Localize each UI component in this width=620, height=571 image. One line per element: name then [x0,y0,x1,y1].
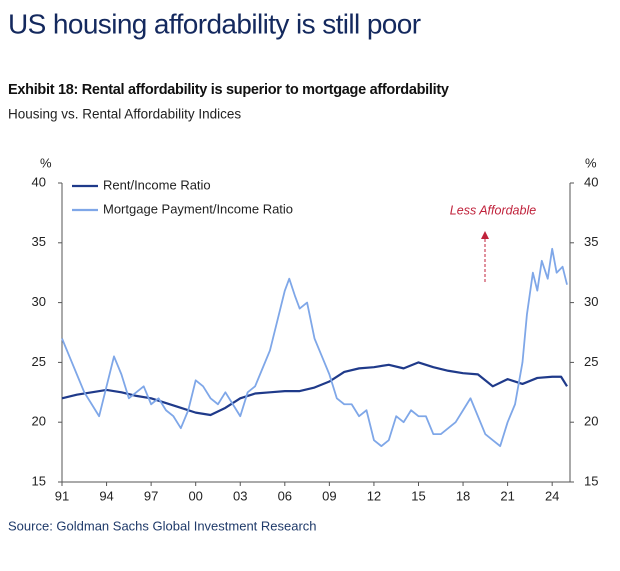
y2-tick-label: 30 [584,294,598,309]
source: Source: Goldman Sachs Global Investment … [8,518,317,533]
y2-unit: % [585,155,597,170]
x-tick-label: 18 [456,488,470,503]
x-tick-label: 91 [55,488,69,503]
x-tick-label: 15 [411,488,425,503]
y2-tick-label: 25 [584,354,598,369]
chart-title: Exhibit 18: Rental affordability is supe… [8,82,449,98]
y-tick-label: 40 [32,174,46,189]
page-title: US housing affordability is still poor [8,8,421,39]
chart-subtitle: Housing vs. Rental Affordability Indices [8,107,241,122]
y2-tick-label: 40 [584,174,598,189]
y-tick-label: 15 [32,473,46,488]
legend-label: Mortgage Payment/Income Ratio [103,201,293,216]
annotation-arrowhead [481,231,489,239]
y-tick-label: 20 [32,414,46,429]
y-tick-label: 30 [32,294,46,309]
x-tick-label: 12 [367,488,381,503]
x-tick-label: 21 [500,488,514,503]
y2-tick-label: 15 [584,473,598,488]
y2-tick-label: 20 [584,414,598,429]
legend-label: Rent/Income Ratio [103,177,211,192]
x-tick-label: 24 [545,488,559,503]
y-tick-label: 25 [32,354,46,369]
y2-tick-label: 35 [584,234,598,249]
x-tick-label: 06 [278,488,292,503]
x-tick-label: 97 [144,488,158,503]
series-line [61,361,568,417]
x-tick-label: 94 [99,488,113,503]
series-line [61,247,568,448]
x-tick-label: 03 [233,488,247,503]
annotation: Less Affordable [450,203,536,217]
y-unit: % [40,155,52,170]
x-tick-label: 00 [188,488,202,503]
y-tick-label: 35 [32,234,46,249]
x-tick-label: 09 [322,488,336,503]
